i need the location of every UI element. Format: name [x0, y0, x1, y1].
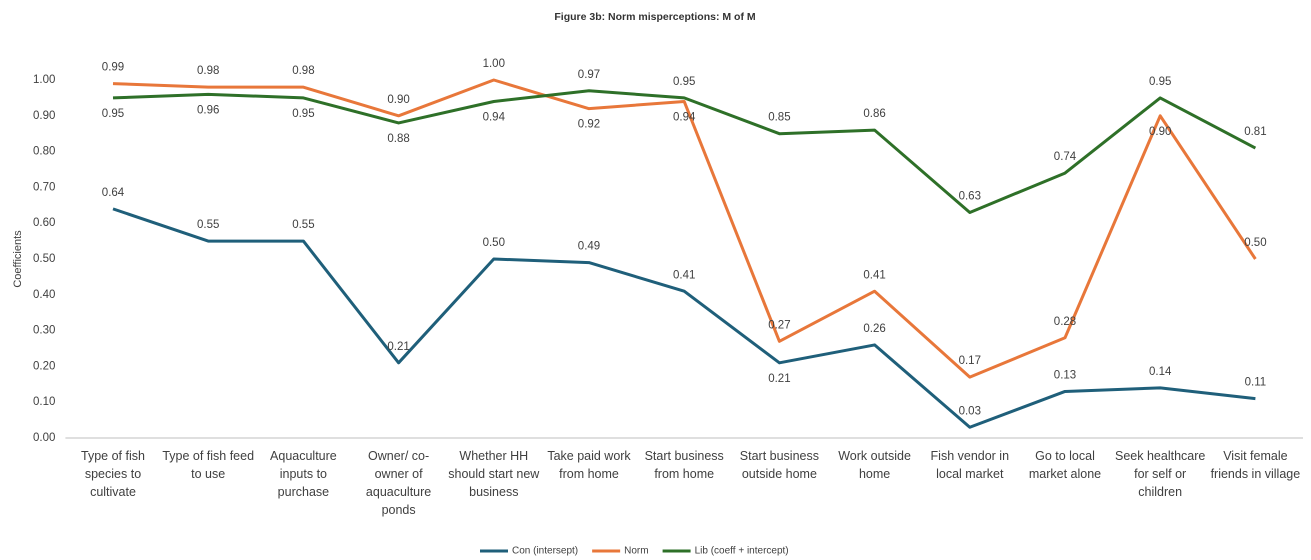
x-tick-label: Type of fish species to cultivate: [81, 449, 145, 499]
legend-label: Norm: [624, 546, 648, 557]
data-label: 0.90: [1149, 126, 1171, 138]
data-label: 0.55: [197, 219, 219, 231]
legend-label: Lib (coeff + intercept): [695, 546, 789, 557]
y-tick-label: 0.20: [33, 360, 55, 372]
data-label: 0.63: [959, 190, 981, 202]
series-line: [112, 207, 1256, 429]
data-label: 0.64: [102, 187, 125, 199]
data-label: 0.94: [673, 112, 696, 124]
data-label: 0.50: [1244, 237, 1266, 249]
data-label: 0.13: [1054, 369, 1076, 381]
data-label: 0.96: [197, 104, 219, 116]
y-tick-label: 0.40: [33, 289, 55, 301]
data-label: 0.14: [1149, 366, 1172, 378]
legend-label: Con (intersept): [512, 546, 578, 557]
data-label: 0.41: [673, 269, 695, 281]
x-tick-label: Go to local market alone: [1028, 449, 1102, 481]
x-tick-label: Start business outside home: [739, 449, 819, 481]
data-label: 0.95: [673, 76, 695, 88]
data-label: 0.98: [292, 65, 314, 77]
data-label: 1.00: [483, 58, 505, 70]
data-label: 0.49: [578, 241, 600, 253]
data-label: 0.97: [578, 69, 600, 81]
x-tick-label: Fish vendor in local market: [930, 449, 1010, 481]
y-tick-label: 0.80: [33, 146, 55, 158]
x-tick-label: Start business from home: [644, 449, 724, 481]
series-line: [112, 78, 1257, 379]
data-label: 0.28: [1054, 316, 1076, 328]
data-label: 0.90: [387, 94, 409, 106]
x-tick-label: Whether HH should start new business: [448, 449, 540, 499]
data-label: 0.81: [1244, 126, 1266, 138]
x-tick-label: Visit female friends in village: [1210, 449, 1301, 481]
data-label: 0.94: [483, 112, 506, 124]
y-tick-label: 0.90: [33, 110, 55, 122]
x-tick-label: Aquaculture inputs to purchase: [270, 449, 337, 499]
x-tick-label: Work outside home: [838, 449, 911, 481]
data-label: 0.21: [768, 373, 790, 385]
data-label: 0.95: [292, 108, 314, 120]
data-label: 0.41: [863, 269, 885, 281]
x-tick-label: Take paid work from home: [547, 449, 631, 481]
x-tick-label: Type of fish feed to use: [162, 449, 255, 481]
y-tick-label: 0.70: [33, 181, 55, 193]
data-label: 0.50: [483, 237, 505, 249]
data-label: 0.92: [578, 119, 600, 131]
y-tick-label: 0.10: [33, 396, 55, 408]
data-label: 0.95: [1149, 76, 1171, 88]
data-label: 0.88: [387, 133, 409, 145]
y-tick-label: 0.50: [33, 253, 55, 265]
data-label: 0.74: [1054, 151, 1077, 163]
data-label: 0.85: [768, 112, 790, 124]
data-label: 0.55: [292, 219, 314, 231]
y-tick-label: 0.00: [33, 432, 55, 444]
y-tick-label: 0.60: [33, 217, 55, 229]
data-label: 0.98: [197, 65, 219, 77]
chart-title: Figure 3b: Norm misperceptions: M of M: [554, 11, 756, 23]
data-label: 0.26: [863, 323, 885, 335]
data-label: 0.95: [102, 108, 124, 120]
y-axis-title: Coefficients: [12, 230, 24, 288]
data-label: 0.27: [768, 319, 790, 331]
x-tick-label: Owner/ co-owner of aquaculture ponds: [365, 449, 432, 517]
x-tick-label: Seek healthcare for self or children: [1115, 449, 1206, 499]
data-label: 0.03: [959, 405, 981, 417]
data-label: 0.86: [863, 108, 885, 120]
data-label: 0.21: [387, 341, 409, 353]
y-tick-label: 1.00: [33, 74, 55, 86]
data-label: 0.11: [1245, 377, 1267, 389]
series-line: [112, 89, 1257, 214]
data-label: 0.17: [959, 355, 981, 367]
y-tick-label: 0.30: [33, 325, 55, 337]
data-label: 0.99: [102, 62, 124, 74]
